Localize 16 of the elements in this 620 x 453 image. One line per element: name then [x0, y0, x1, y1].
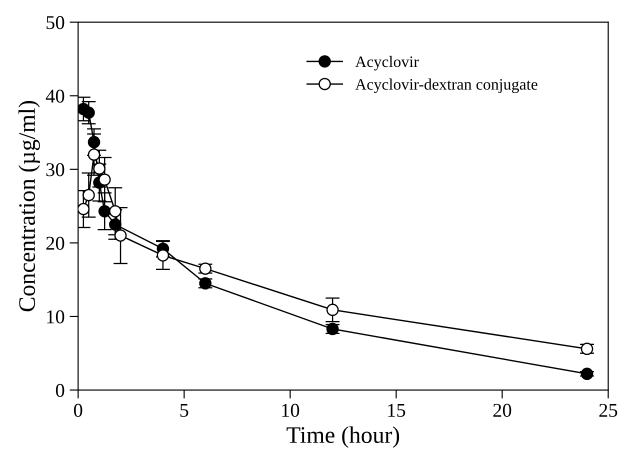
y-tick-label: 20: [46, 236, 64, 250]
x-tick-label: 20: [493, 404, 512, 417]
x-tick-label: 25: [599, 404, 618, 417]
y-tick-label: 10: [47, 310, 64, 324]
y-axis-title: Concentration (µg/ml): [18, 101, 40, 312]
x-tick-label: 5: [180, 404, 188, 417]
legend-label: Acyclovir-dextran conjugate: [355, 78, 538, 94]
x-tick-label: 0: [74, 404, 82, 417]
x-tick-label: 15: [388, 404, 406, 417]
legend-label: Acyclovir: [355, 56, 419, 70]
y-tick-label: 30: [46, 163, 64, 176]
y-tick-label: 40: [46, 90, 64, 103]
x-tick-label: 10: [282, 404, 300, 417]
y-tick-label: 0: [56, 384, 64, 397]
y-tick-label: 50: [46, 16, 64, 30]
x-axis-title: Time (hour): [286, 426, 400, 448]
